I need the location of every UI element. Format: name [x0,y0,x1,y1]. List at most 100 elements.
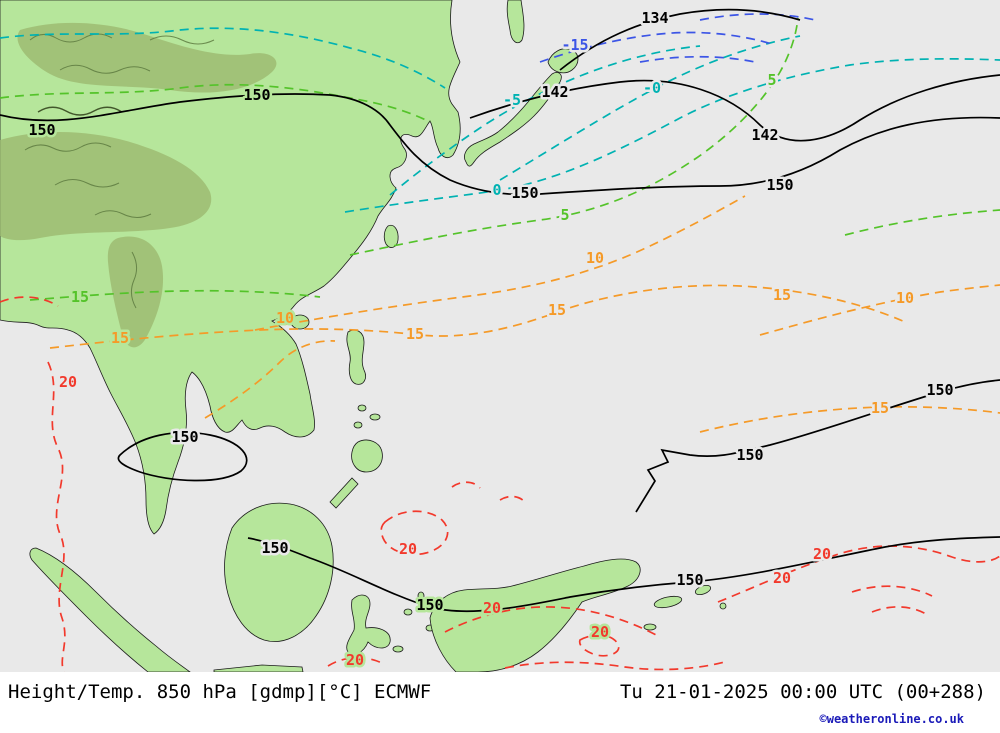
temp-contour-red-seg-3 [851,585,933,597]
height-contour-150-east [635,379,1000,513]
contour-label: 150 [766,176,793,194]
land-taiwan [383,224,399,248]
contour-label: 10 [896,289,914,307]
temp-contour-orange-indochina [204,340,336,419]
height-contours [0,8,1000,613]
land-visayas-1 [357,404,367,412]
contour-label: 150 [171,428,198,446]
contour-label: -0 [643,79,661,97]
land-japan-honshu [464,72,562,167]
contour-label: 15 [406,325,424,343]
copyright-link[interactable]: ©weatheronline.co.uk [819,712,965,726]
height-contour-142 [469,74,1000,142]
land-new-guinea [429,558,641,672]
land-moluccas-2 [417,591,425,601]
temp-contour-10c-east [759,284,1000,336]
temp-contour-minus15c [539,31,776,63]
temp-contour-cyan-nw [0,27,446,89]
temp-contours-orange [49,195,1000,433]
map-title: Height/Temp. 850 hPa [gdmp][°C] ECMWF [8,681,432,703]
terrain-line-dark [37,106,123,116]
contour-label: 20 [773,569,791,587]
temp-contours-red [0,296,1000,672]
land-sulawesi [346,594,391,655]
height-contour-134 [559,8,801,71]
temp-contours-green [0,17,1000,301]
land-island-dot-1 [719,602,727,610]
contour-label: 20 [591,623,609,641]
contour-label: 15 [773,286,791,304]
contour-label: 150 [511,184,538,202]
terrain-line [94,210,152,218]
land-moluccas-1 [403,608,413,616]
height-contour-150-north [0,93,1000,196]
contour-label: 20 [813,545,831,563]
land-mainland-asia [0,0,461,535]
temp-contours-blue [539,13,816,63]
terrain-line [59,64,151,74]
land-moluccas-4 [392,645,404,653]
temp-contour-20c-newguinea [444,606,659,637]
land-sumatra [29,547,191,672]
contour-label: -5 [503,91,521,109]
temp-contour-15c-west [29,289,321,301]
contour-label: 5 [560,206,569,224]
temp-contour-10c [254,195,746,331]
temp-contour-20c-west [47,361,66,672]
contour-label: 20 [59,373,77,391]
height-contour-150-south [247,536,1000,613]
contour-label: 150 [926,381,953,399]
terrain-contour-lines-dark [37,106,123,116]
contour-label: 142 [541,83,568,101]
land-visayas-2 [369,413,381,421]
temp-contour-red-seg-2 [499,495,527,504]
contour-label: 5 [767,71,776,89]
contour-label: 15 [871,399,889,417]
land-java [213,664,304,672]
land-palawan [329,477,359,509]
terrain-tienshan [17,22,277,93]
temp-contour-5c [349,17,799,256]
land-mindanao [351,439,383,473]
contour-label: 15 [111,329,129,347]
land-new-britain [653,595,683,609]
contour-label: 150 [736,446,763,464]
terrain-line [54,179,120,188]
contour-label: 150 [676,571,703,589]
contour-label: 150 [243,86,270,104]
land-borneo [224,502,334,642]
terrain-line [149,35,215,45]
land-island-dot-2 [643,623,657,631]
land-luzon [346,329,366,385]
contour-label: 10 [586,249,604,267]
temp-contour-red-loop-2 [578,634,620,657]
contour-label: 15 [71,288,89,306]
temp-contour-red-himalaya [0,296,59,307]
temp-contour-red-seg-5 [871,606,927,615]
contour-label: 134 [641,9,668,27]
temp-contour-0c [344,58,1000,213]
contour-label: 150 [416,596,443,614]
contour-label: 0 [492,181,501,199]
temp-contour-green-nw [0,83,431,123]
terrain-tibet [0,131,212,241]
height-contour-150-thailand-loop [117,431,248,482]
land-new-ireland [694,584,712,596]
contour-label: -15 [561,36,588,54]
land-layer [0,0,727,672]
contour-label: 150 [28,121,55,139]
temp-contour-20c-loop [380,510,449,556]
map-datetime: Tu 21-01-2025 00:00 UTC (00+288) [619,681,986,703]
contour-label: 10 [276,309,294,327]
land-japan-hokkaido [547,48,579,74]
land-sakhalin [506,0,525,44]
contour-label: 15 [548,301,566,319]
temp-contour-minus0c [499,35,801,181]
terrain-line [130,251,138,309]
contour-label: 20 [346,651,364,669]
contour-label: 142 [751,126,778,144]
contour-label: 20 [483,599,501,617]
